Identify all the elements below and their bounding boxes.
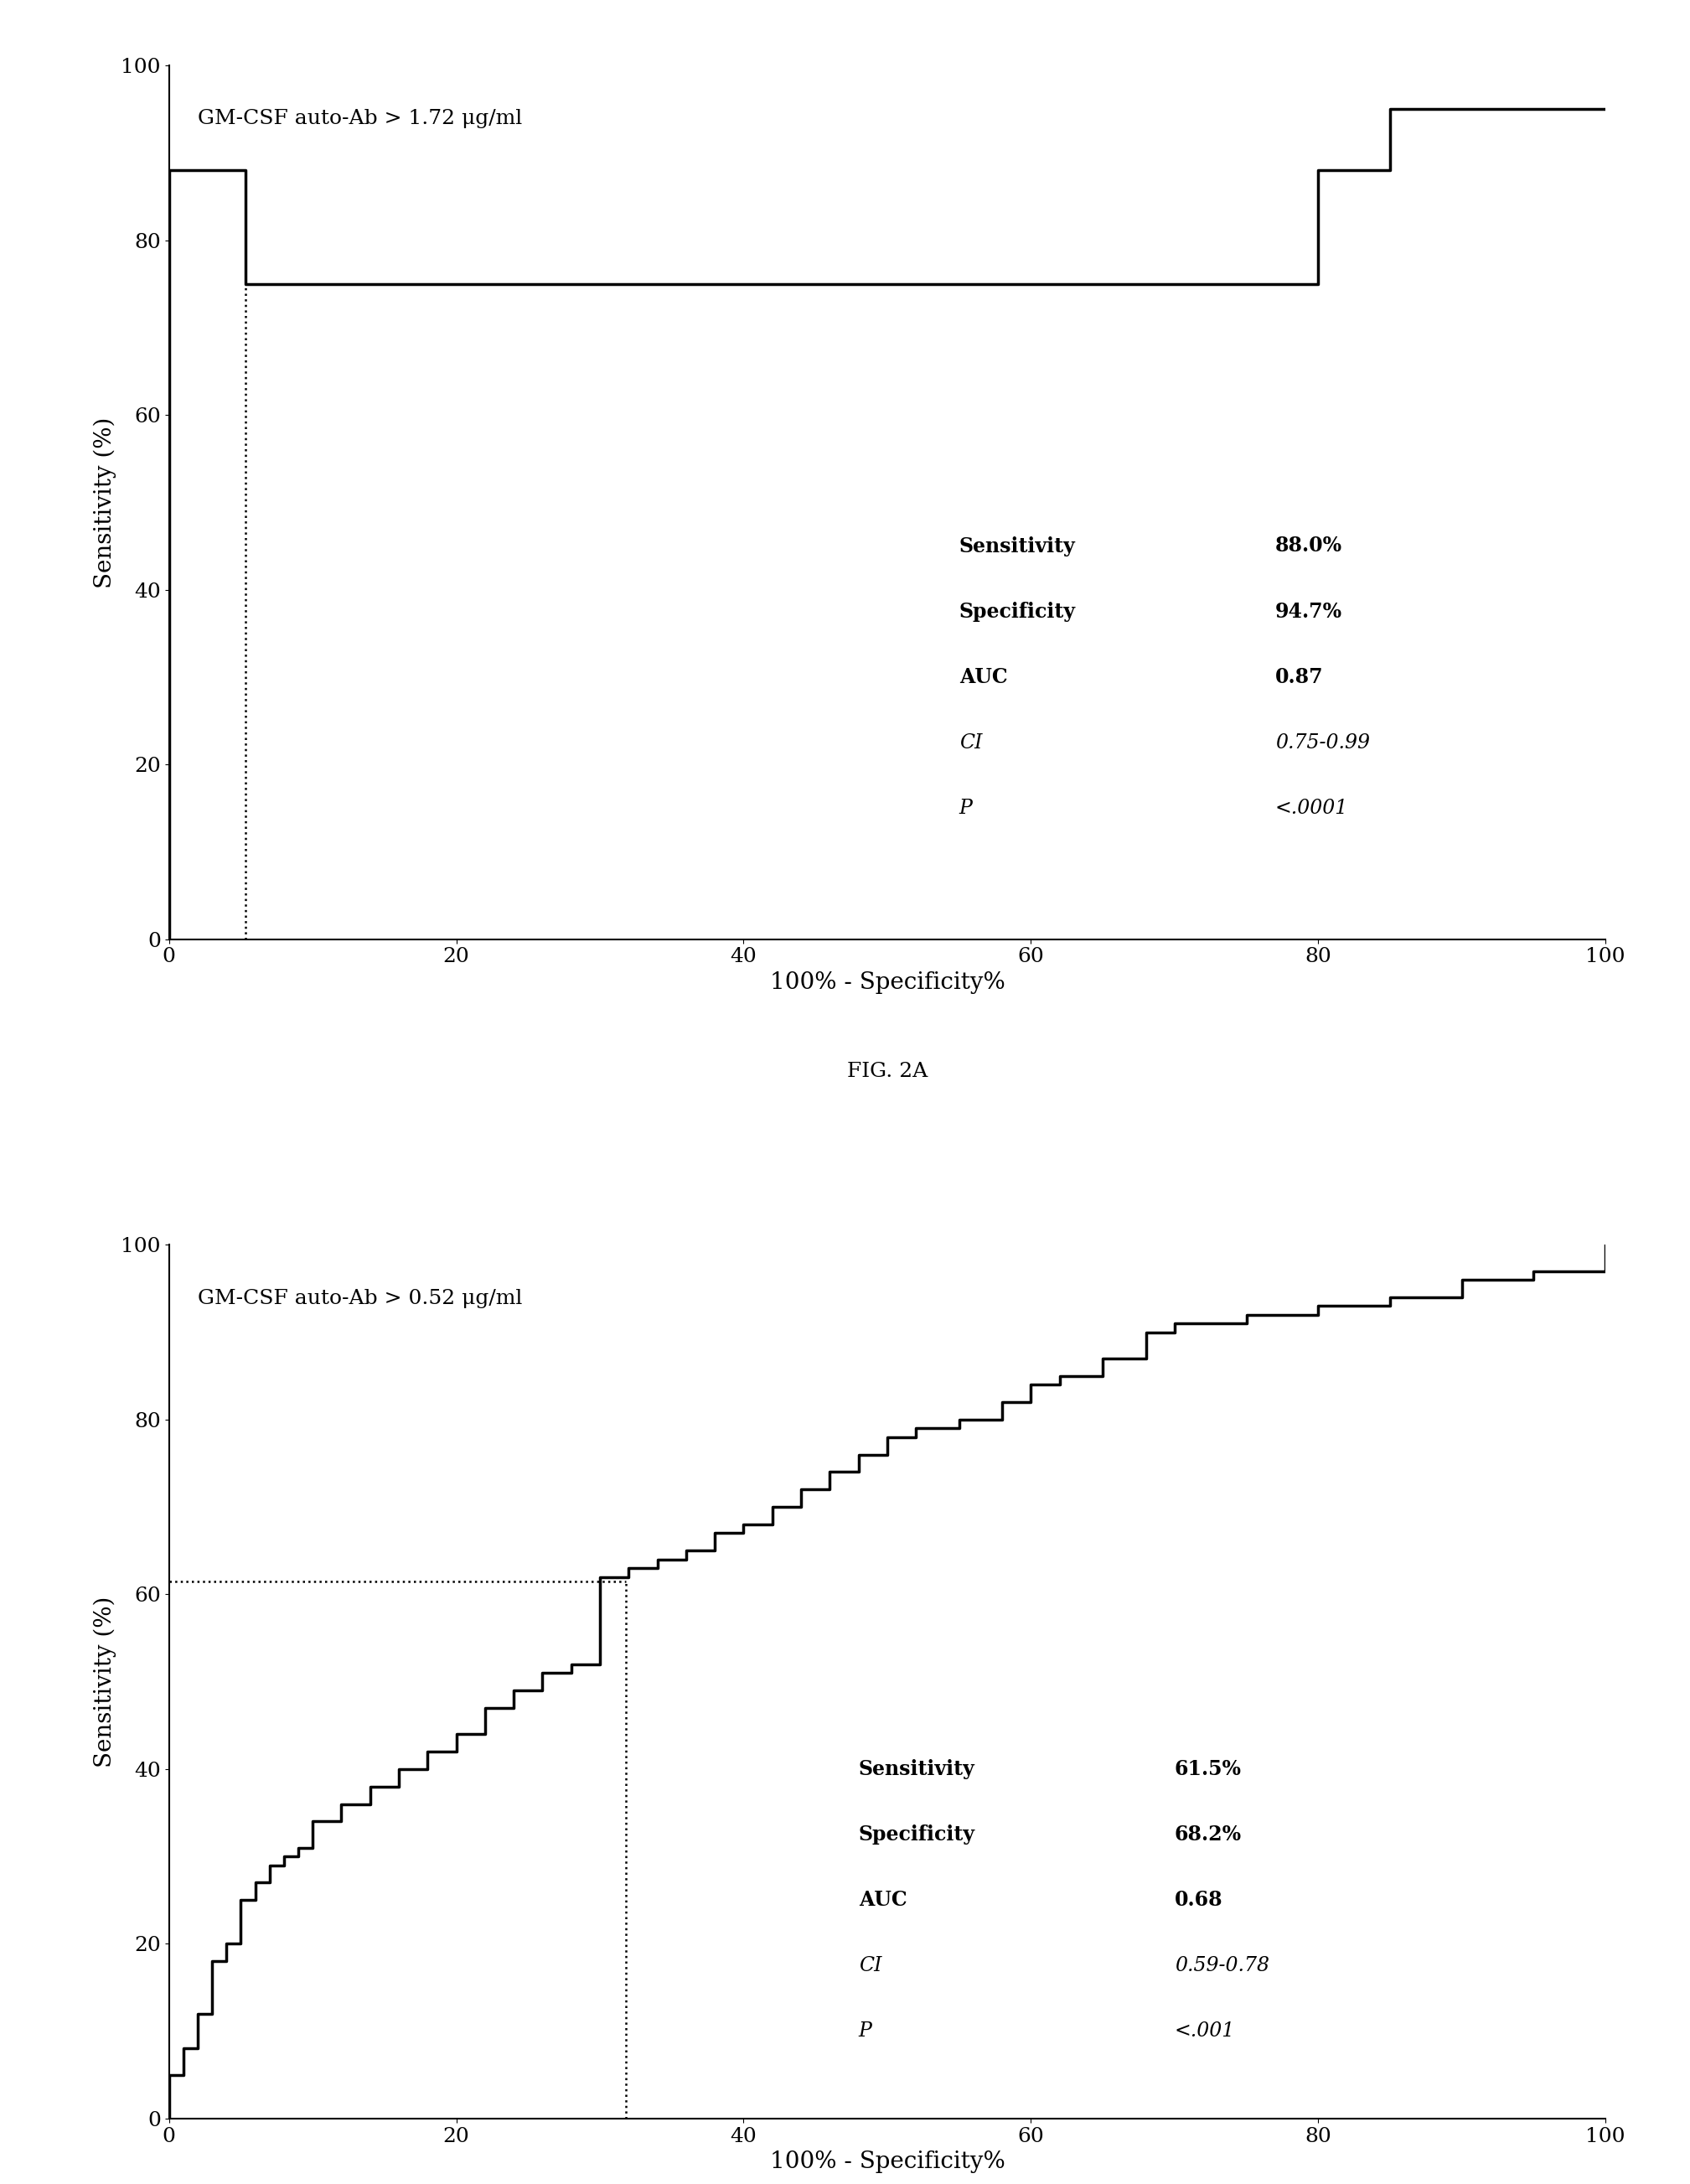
Text: P: P [960, 799, 972, 817]
Text: Sensitivity: Sensitivity [859, 1758, 975, 1780]
Text: 88.0%: 88.0% [1276, 535, 1342, 557]
Text: Specificity: Specificity [859, 1824, 975, 1845]
Text: AUC: AUC [960, 666, 1007, 688]
Text: 0.87: 0.87 [1276, 666, 1323, 688]
Text: FIG. 2A: FIG. 2A [847, 1061, 928, 1081]
Text: 0.75-0.99: 0.75-0.99 [1276, 734, 1371, 751]
Text: Sensitivity: Sensitivity [960, 535, 1075, 557]
Text: CI: CI [960, 734, 982, 751]
Text: AUC: AUC [859, 1889, 908, 1911]
Text: 68.2%: 68.2% [1175, 1824, 1242, 1845]
Text: <.0001: <.0001 [1276, 799, 1349, 817]
Y-axis label: Sensitivity (%): Sensitivity (%) [93, 1597, 117, 1767]
Text: 0.59-0.78: 0.59-0.78 [1175, 1957, 1269, 1974]
Text: GM-CSF auto-Ab > 1.72 μg/ml: GM-CSF auto-Ab > 1.72 μg/ml [198, 109, 522, 129]
Text: P: P [859, 2022, 872, 2040]
X-axis label: 100% - Specificity%: 100% - Specificity% [769, 972, 1006, 994]
Text: 61.5%: 61.5% [1175, 1758, 1242, 1780]
Text: 0.68: 0.68 [1175, 1889, 1224, 1911]
Text: GM-CSF auto-Ab > 0.52 μg/ml: GM-CSF auto-Ab > 0.52 μg/ml [198, 1289, 522, 1308]
Text: Specificity: Specificity [960, 601, 1075, 622]
Y-axis label: Sensitivity (%): Sensitivity (%) [93, 417, 117, 587]
Text: 94.7%: 94.7% [1276, 601, 1342, 622]
Text: CI: CI [859, 1957, 882, 1974]
Text: <.001: <.001 [1175, 2022, 1235, 2040]
X-axis label: 100% - Specificity%: 100% - Specificity% [769, 2151, 1006, 2173]
